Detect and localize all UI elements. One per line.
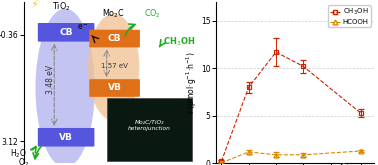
Text: TiO$_2$: TiO$_2$ [52, 1, 70, 13]
Text: O$_2$: O$_2$ [18, 156, 29, 165]
Text: VB: VB [59, 133, 73, 142]
Text: CB: CB [108, 34, 121, 43]
Text: VB: VB [108, 83, 122, 93]
Text: H$_2$O: H$_2$O [10, 148, 27, 160]
Ellipse shape [36, 9, 95, 165]
Legend: CH$_3$OH, HCOOH: CH$_3$OH, HCOOH [328, 5, 371, 27]
Ellipse shape [88, 14, 139, 121]
Text: CO$_2$: CO$_2$ [144, 8, 161, 20]
Text: CB: CB [59, 28, 73, 37]
Text: Mo$_2$C: Mo$_2$C [102, 8, 125, 20]
Text: Mo₂C/TiO₂
heterojunction: Mo₂C/TiO₂ heterojunction [128, 119, 170, 131]
FancyBboxPatch shape [89, 79, 140, 97]
FancyBboxPatch shape [89, 30, 140, 47]
Text: 1.57 eV: 1.57 eV [101, 63, 128, 69]
FancyBboxPatch shape [38, 128, 94, 147]
FancyBboxPatch shape [38, 23, 94, 42]
Text: e$^-$: e$^-$ [77, 22, 89, 32]
FancyBboxPatch shape [107, 98, 192, 161]
Text: ⚡: ⚡ [31, 0, 38, 10]
Text: CH$_3$OH: CH$_3$OH [163, 35, 195, 48]
Y-axis label: r (μmol·g$^{-1}$·h$^{-1}$): r (μmol·g$^{-1}$·h$^{-1}$) [185, 51, 199, 114]
Text: 3.48 eV: 3.48 eV [46, 65, 55, 94]
